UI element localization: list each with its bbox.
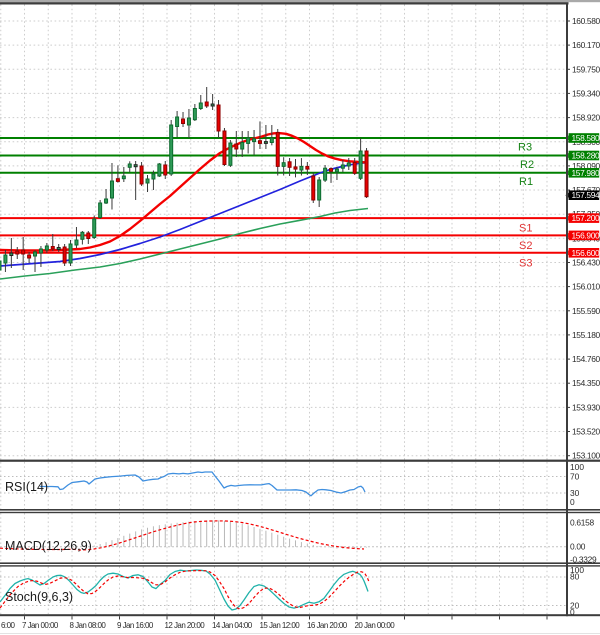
svg-text:100: 100 — [570, 565, 584, 575]
svg-text:159.750: 159.750 — [572, 64, 600, 74]
svg-text:159.340: 159.340 — [572, 88, 600, 98]
svg-text:155.180: 155.180 — [572, 330, 600, 340]
svg-text:80: 80 — [570, 572, 580, 582]
svg-text:0: 0 — [570, 497, 575, 507]
svg-text:100: 100 — [570, 462, 584, 472]
svg-text:16 Jan 20:00: 16 Jan 20:00 — [307, 621, 348, 630]
svg-text:RSI(14): RSI(14) — [5, 480, 48, 494]
svg-text:153.100: 153.100 — [572, 451, 600, 461]
svg-text:R1: R1 — [519, 176, 533, 188]
svg-text:155.590: 155.590 — [572, 306, 600, 316]
svg-text:0.6158: 0.6158 — [570, 518, 594, 528]
svg-text:S2: S2 — [519, 240, 532, 252]
svg-text:156.010: 156.010 — [572, 282, 600, 292]
svg-text:158.920: 158.920 — [572, 113, 600, 123]
svg-text:20: 20 — [570, 601, 580, 611]
svg-text:S3: S3 — [519, 257, 532, 269]
svg-text:158.580: 158.580 — [572, 133, 600, 143]
svg-text:158.280: 158.280 — [572, 151, 600, 161]
svg-text:R3: R3 — [518, 142, 532, 154]
svg-text:156.900: 156.900 — [572, 230, 600, 240]
svg-text:15 Jan 12:00: 15 Jan 12:00 — [260, 621, 301, 630]
svg-text:Stoch(9,6,3): Stoch(9,6,3) — [5, 590, 73, 604]
svg-text:158.090: 158.090 — [572, 161, 600, 171]
svg-text:157.594: 157.594 — [572, 190, 600, 200]
svg-text:12 Jan 20:00: 12 Jan 20:00 — [165, 621, 206, 630]
svg-text:14 Jan 04:00: 14 Jan 04:00 — [212, 621, 253, 630]
svg-text:-0.3329: -0.3329 — [570, 555, 597, 565]
svg-text:0.00: 0.00 — [570, 542, 586, 552]
svg-text:8 Jan 08:00: 8 Jan 08:00 — [70, 621, 107, 630]
svg-text:157.980: 157.980 — [572, 168, 600, 178]
svg-text:0: 0 — [570, 607, 575, 617]
svg-text:7 Jan 00:00: 7 Jan 00:00 — [22, 621, 59, 630]
svg-text:R2: R2 — [520, 159, 534, 171]
svg-text:9 Jan 16:00: 9 Jan 16:00 — [117, 621, 154, 630]
svg-text:20 Jan 00:00: 20 Jan 00:00 — [355, 621, 396, 630]
svg-text:MACD(12,26,9): MACD(12,26,9) — [5, 539, 92, 553]
svg-text:157.200: 157.200 — [572, 213, 600, 223]
svg-text:30: 30 — [570, 488, 580, 498]
svg-text:6:00: 6:00 — [1, 621, 15, 630]
svg-text:160.580: 160.580 — [572, 16, 600, 26]
svg-text:154.760: 154.760 — [572, 354, 600, 364]
svg-text:156.430: 156.430 — [572, 258, 600, 268]
svg-text:70: 70 — [570, 472, 580, 482]
svg-text:160.170: 160.170 — [572, 40, 600, 50]
svg-text:154.350: 154.350 — [572, 378, 600, 388]
svg-text:S1: S1 — [519, 223, 532, 235]
svg-text:153.520: 153.520 — [572, 427, 600, 437]
svg-text:153.930: 153.930 — [572, 402, 600, 412]
svg-text:157.670: 157.670 — [572, 185, 600, 195]
svg-text:156.600: 156.600 — [572, 248, 600, 258]
